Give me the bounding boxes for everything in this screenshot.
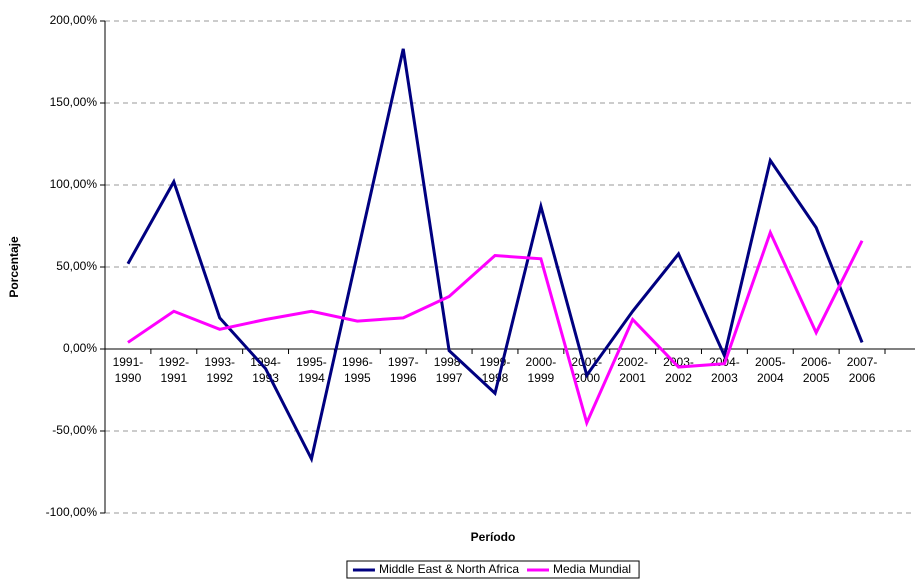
- x-tick-label-line: 1994: [298, 371, 325, 385]
- x-tick-label-line: 1997-: [388, 355, 419, 369]
- x-tick-label-line: 2005-: [755, 355, 786, 369]
- x-tick-label: 2002- 2001: [617, 355, 648, 385]
- x-tick-label: 1997- 1996: [388, 355, 419, 385]
- x-tick-label-line: 2006: [849, 371, 876, 385]
- series-line: [126, 48, 864, 464]
- x-tick-label-line: 1996-: [342, 355, 373, 369]
- x-tick-label-line: 1991-: [113, 355, 144, 369]
- x-tick-label: 1995- 1994: [296, 355, 327, 385]
- x-tick-label-line: 1992-: [158, 355, 189, 369]
- y-tick-label: 150,00%: [50, 95, 98, 109]
- x-tick-label-line: 2005: [803, 371, 830, 385]
- x-axis-title: Período: [471, 530, 516, 544]
- x-tick-label-line: 2007-: [847, 355, 878, 369]
- legend-label: Media Mundial: [553, 562, 631, 576]
- x-tick-label: 1996- 1995: [342, 355, 373, 385]
- x-tick-label-line: 2004: [757, 371, 784, 385]
- x-tick-label-line: 2002-: [617, 355, 648, 369]
- x-tick-label-line: 1990: [115, 371, 142, 385]
- x-tick-label-line: 1995: [344, 371, 371, 385]
- x-tick-label-line: 1996: [390, 371, 417, 385]
- x-tick-label-line: 2003: [711, 371, 738, 385]
- y-tick-label: 0,00%: [63, 341, 97, 355]
- x-tick-label-line: 2006-: [801, 355, 832, 369]
- y-tick-label: 50,00%: [56, 259, 97, 273]
- y-tick-label: 100,00%: [50, 177, 98, 191]
- legend-box: [346, 560, 640, 579]
- y-tick-label: -100,00%: [46, 505, 98, 519]
- x-tick-label-line: 1993: [252, 371, 279, 385]
- x-tick-label-line: 2000: [573, 371, 600, 385]
- x-tick-label-line: 1999: [528, 371, 555, 385]
- x-tick-label-line: 2002: [665, 371, 692, 385]
- x-tick-label-line: 2001: [619, 371, 646, 385]
- y-axis-title: Porcentaje: [7, 236, 21, 298]
- series-line: [127, 228, 864, 428]
- y-tick-label: -50,00%: [52, 423, 97, 437]
- x-tick-label: 1993- 1992: [204, 355, 235, 385]
- x-tick-label: 1992- 1991: [158, 355, 189, 385]
- x-tick-label-line: 1991: [160, 371, 187, 385]
- x-tick-label: 2005- 2004: [755, 355, 786, 385]
- x-tick-label: 2000- 1999: [526, 355, 557, 385]
- legend-label: Middle East & North Africa: [379, 562, 519, 576]
- y-tick-label: 200,00%: [50, 13, 98, 27]
- x-tick-label: 2006- 2005: [801, 355, 832, 385]
- x-tick-label: 2007- 2006: [847, 355, 878, 385]
- x-tick-label-line: 1995-: [296, 355, 327, 369]
- x-tick-label-line: 1992: [206, 371, 233, 385]
- x-tick-label: 2003-2002: [663, 355, 694, 385]
- x-tick-label: 1999- 1998: [480, 355, 511, 385]
- x-tick-label-line: 1993-: [204, 355, 235, 369]
- x-tick-label: 1991- 1990: [113, 355, 144, 385]
- legend: Middle East & North Africa Media Mundial: [346, 560, 640, 579]
- x-tick-label-line: 2000-: [526, 355, 557, 369]
- x-tick-label-line: 1997: [436, 371, 463, 385]
- x-tick-label-line: 1999-: [480, 355, 511, 369]
- x-tick-label-line: 1998: [482, 371, 509, 385]
